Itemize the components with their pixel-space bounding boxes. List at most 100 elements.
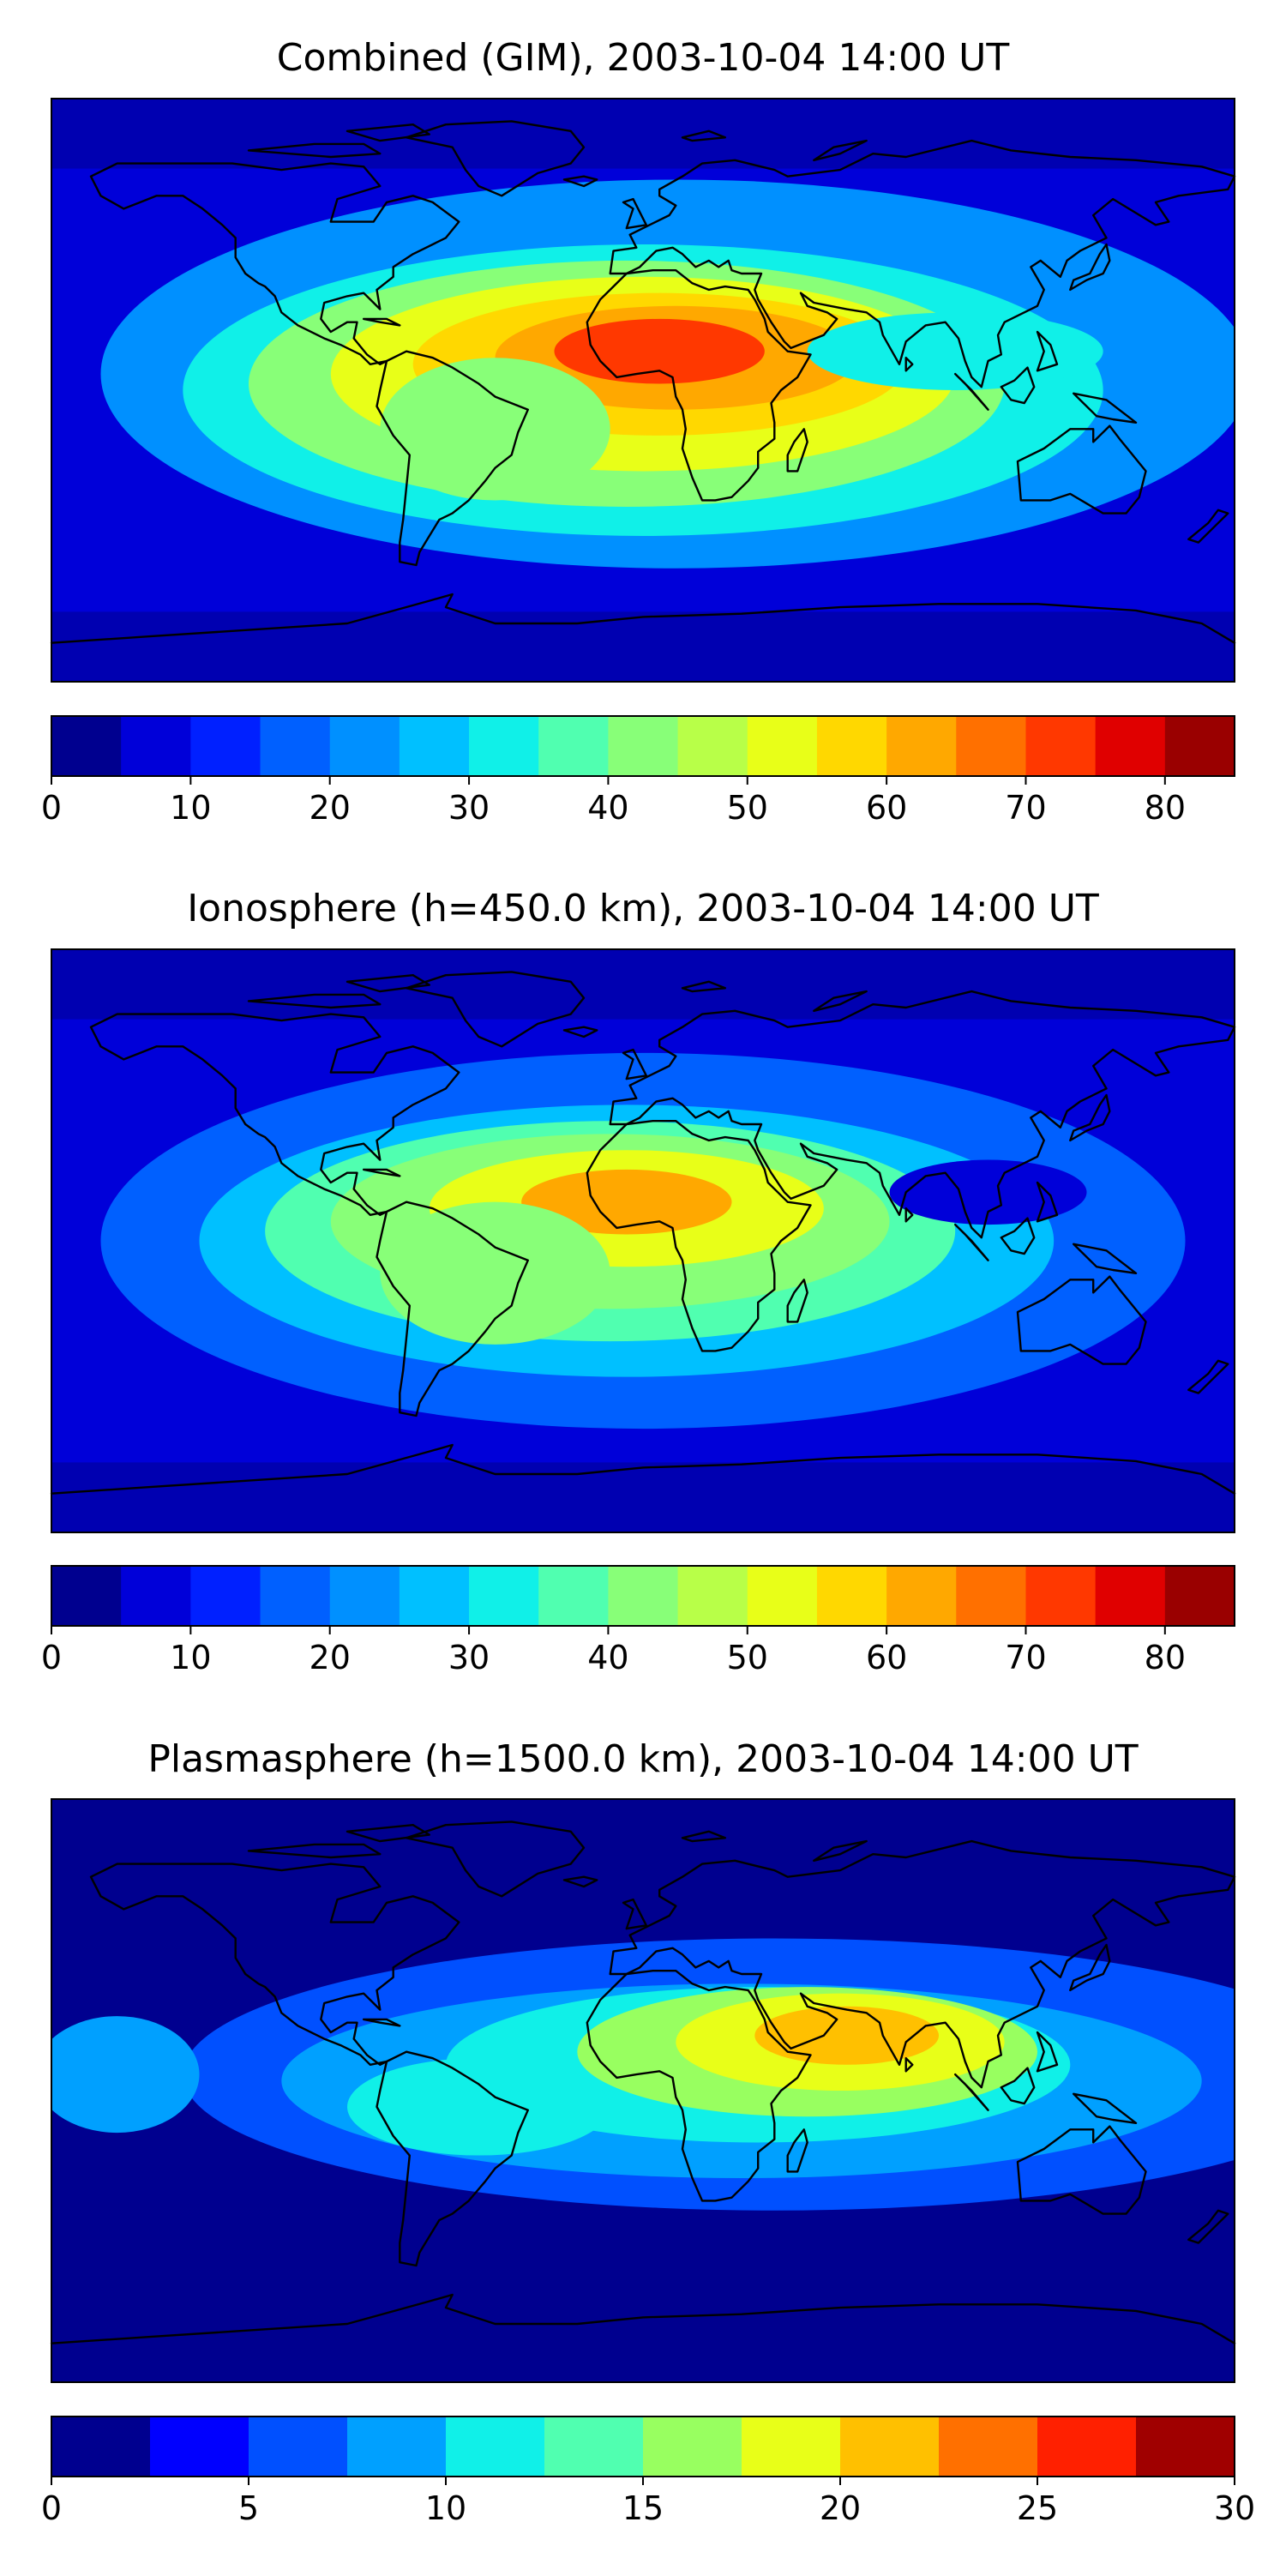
coastline (363, 2018, 401, 2027)
coastline (562, 1875, 598, 1888)
colorbar-tick-label: 80 (1145, 789, 1186, 827)
colorbar-segment (51, 1566, 122, 1626)
colorbar-segment (816, 1566, 887, 1626)
colorbar-segment (347, 2417, 447, 2477)
panel-title: Ionosphere (h=450.0 km), 2003-10-04 14:0… (187, 887, 1099, 930)
colorbar-segment (742, 2417, 841, 2477)
colorbar-segment (1164, 1566, 1235, 1626)
colorbar-segment (399, 1566, 470, 1626)
coastline (786, 428, 808, 472)
colorbar-segment (643, 2417, 742, 2477)
coastline (363, 1168, 401, 1177)
coastline (405, 120, 586, 197)
coastline (363, 317, 401, 327)
coastline (622, 197, 647, 230)
contour-region (807, 312, 1103, 390)
coastline (50, 593, 1236, 644)
coastline (1016, 424, 1147, 515)
coastline (376, 350, 529, 567)
coastline (1187, 2209, 1229, 2244)
colorbar-segment (886, 716, 957, 776)
colorbar-segment (121, 716, 191, 776)
colorbar-tick-label: 20 (820, 2489, 861, 2527)
colorbar-segment (608, 716, 679, 776)
coastline (247, 993, 382, 1009)
coastline (681, 980, 726, 993)
coastline (954, 372, 989, 411)
colorbar-segment (677, 716, 748, 776)
coastline (1073, 2092, 1138, 2124)
coastline (50, 1443, 1236, 1495)
coastline (1000, 2067, 1036, 2105)
coastline (247, 142, 382, 159)
colorbar-segment (956, 716, 1026, 776)
coastline (786, 2128, 808, 2173)
colorbar-segment (544, 2417, 644, 2477)
coastline (346, 1824, 430, 1843)
coastline (1069, 243, 1111, 292)
colorbar-segment (840, 2417, 940, 2477)
coastline (904, 2057, 914, 2073)
colorbar-tick-label: 50 (727, 789, 768, 827)
colorbar-tick-label: 30 (1214, 2489, 1255, 2527)
colorbar-tick-label: 0 (41, 789, 62, 827)
coastline (50, 2293, 1236, 2344)
coastline (813, 1839, 868, 1862)
coastline (376, 2050, 529, 2267)
colorbar-tick-label: 10 (170, 1639, 211, 1676)
coastline (1036, 2031, 1059, 2073)
coastline (609, 139, 1236, 388)
colorbar-segment (51, 2417, 151, 2477)
colorbar-segment (446, 2417, 545, 2477)
coastline (609, 990, 1236, 1239)
colorbar: 0 10 20 30 40 50 60 70 80 (41, 715, 1235, 827)
colorbar-tick-label: 60 (866, 789, 907, 827)
colorbar-tick-label: 40 (587, 1639, 628, 1676)
panel-title: Plasmasphere (h=1500.0 km), 2003-10-04 1… (147, 1737, 1138, 1781)
coastline (813, 139, 868, 161)
coastline (813, 990, 868, 1012)
coastline (1187, 1359, 1229, 1394)
colorbar-segment (1095, 1566, 1166, 1626)
colorbar: 0 5 10 15 20 25 30 (41, 2416, 1255, 2527)
polar-band (51, 2312, 1235, 2382)
coastline (786, 1279, 808, 1323)
coastlines (50, 1821, 1236, 2344)
colorbar-segment (1095, 716, 1166, 776)
coastline (1187, 509, 1229, 544)
coastline (954, 1223, 989, 1261)
coastline (1000, 1217, 1036, 1255)
colorbar-tick-label: 50 (727, 1639, 768, 1676)
coastline (89, 162, 460, 365)
coastline (904, 357, 914, 372)
panel-title: Combined (GIM), 2003-10-04 14:00 UT (277, 36, 1010, 80)
coastline (1016, 1275, 1147, 1365)
colorbar-segment (939, 2417, 1038, 2477)
coastline (681, 129, 726, 142)
coastline (622, 1898, 647, 1930)
coastline (1016, 2125, 1147, 2215)
coastline (562, 175, 598, 188)
colorbar-segment (538, 716, 609, 776)
colorbar-segment (608, 1566, 679, 1626)
contour-region (347, 2058, 610, 2156)
colorbar-tick-label: 20 (309, 1639, 351, 1676)
colorbar-tick-label: 10 (425, 2489, 466, 2527)
contour-region (889, 1159, 1087, 1225)
coastline (376, 1201, 529, 1417)
polar-band (51, 611, 1235, 682)
colorbar-segment (260, 716, 331, 776)
coastline (89, 1013, 460, 1216)
colorbar-tick-label: 60 (866, 1639, 907, 1676)
colorbar-segment (51, 716, 122, 776)
colorbar: 0 10 20 30 40 50 60 70 80 (41, 1565, 1235, 1676)
colorbar-tick-label: 5 (238, 2489, 259, 2527)
map-field (51, 99, 1235, 682)
polar-band (51, 1799, 1235, 1869)
coastline (609, 1839, 1236, 2089)
coastlines (50, 120, 1236, 644)
colorbar-segment (956, 1566, 1026, 1626)
colorbar-segment (1025, 1566, 1097, 1626)
colorbar-segment (121, 1566, 191, 1626)
coastline (1073, 1243, 1138, 1274)
